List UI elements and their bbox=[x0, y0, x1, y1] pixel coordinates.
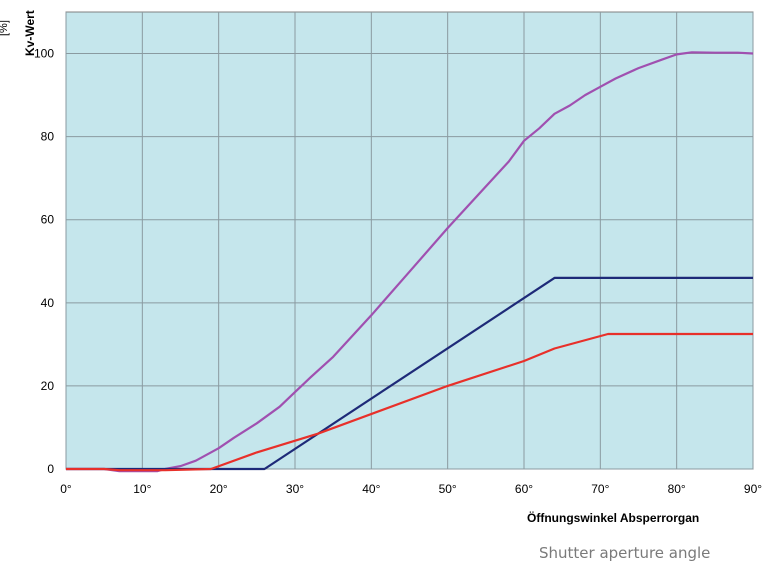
y-axis-label: Kv-Wert bbox=[23, 10, 37, 56]
x-axis-label-translation: Shutter aperture angle bbox=[539, 544, 711, 562]
series-line-1 bbox=[66, 51, 754, 473]
x-tick-label: 90° bbox=[744, 482, 762, 496]
x-tick-label: 20° bbox=[210, 482, 228, 496]
y-tick-label: 0 bbox=[47, 462, 54, 476]
y-tick-label: 60 bbox=[41, 213, 55, 227]
kv-chart: 0° 10° 20° 30° 40° 50° 60° 70° 80° 90° 0 20 40 60 80 10… bbox=[0, 10, 762, 496]
x-tick-label: 40° bbox=[362, 482, 380, 496]
tick-labels: 0° 10° 20° 30° 40° 50° 60° 70° 80° 90° 0 20 40 60 80 10… bbox=[34, 47, 762, 496]
y-axis-unit: [%] bbox=[0, 20, 10, 36]
y-tick-label: 40 bbox=[41, 296, 55, 310]
plot-area bbox=[65, 11, 754, 470]
y-tick-label: 20 bbox=[41, 379, 55, 393]
y-tick-label: 80 bbox=[41, 130, 55, 144]
x-tick-label: 30° bbox=[286, 482, 304, 496]
series-line-2 bbox=[66, 276, 753, 471]
x-tick-label: 60° bbox=[515, 482, 533, 496]
x-tick-label: 50° bbox=[439, 482, 457, 496]
x-axis-label: Öffnungswinkel Absperrorgan bbox=[527, 511, 700, 525]
x-tick-label: 80° bbox=[668, 482, 686, 496]
x-tick-label: 10° bbox=[133, 482, 151, 496]
series-layer bbox=[66, 51, 754, 473]
y-tick-label: 100 bbox=[34, 47, 54, 61]
x-tick-label: 0° bbox=[60, 482, 72, 496]
grid bbox=[65, 12, 754, 470]
series-line-3 bbox=[66, 332, 753, 472]
x-tick-label: 70° bbox=[591, 482, 609, 496]
